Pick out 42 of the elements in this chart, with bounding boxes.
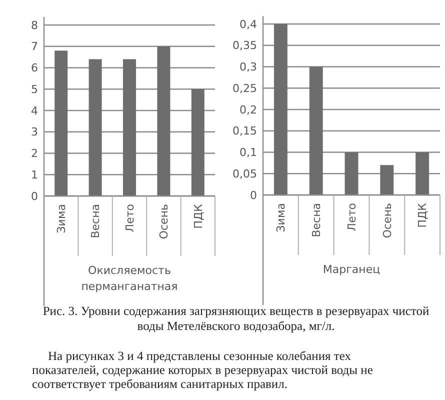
- y-tick-label: 2: [31, 147, 38, 160]
- bar: [88, 59, 102, 196]
- y-tick-label: 5: [31, 82, 38, 96]
- x-tick-label: Лето: [123, 204, 136, 232]
- y-tick-label: 0,35: [232, 39, 257, 52]
- x-tick-label: ПДК: [416, 202, 430, 228]
- x-tick-label: Осень: [380, 203, 394, 238]
- y-tick-label: 4: [31, 104, 38, 118]
- x-tick-label: ПДК: [192, 204, 205, 229]
- y-tick-label: 0,15: [232, 124, 257, 138]
- bar: [309, 66, 323, 195]
- y-tick-label: 0,25: [232, 82, 257, 95]
- bar: [54, 50, 68, 196]
- y-tick-label: 6: [31, 62, 38, 75]
- bar: [123, 59, 136, 196]
- x-tick-label: Зима: [54, 204, 68, 234]
- bar: [380, 165, 394, 195]
- x-axis-title: Марганец: [322, 263, 380, 276]
- bar: [416, 152, 430, 195]
- x-tick-label: Весна: [310, 203, 323, 238]
- y-tick-label: 0,4: [240, 18, 257, 31]
- x-tick-label: Осень: [158, 204, 171, 240]
- y-tick-label: 0,2: [240, 103, 257, 116]
- y-tick-label: 0,3: [240, 60, 257, 74]
- x-tick-label: Лето: [345, 202, 358, 232]
- x-tick-label: Зима: [274, 203, 288, 232]
- y-tick-label: 0,1: [240, 146, 257, 160]
- y-tick-label: 0,05: [232, 167, 257, 180]
- text: Рис. 3. Уровни содержания загрязняющих веществ в резервуарах чистой воды Метелёвского водозабора, мг/л.: [42, 304, 430, 333]
- x-tick-label: Весна: [89, 204, 102, 238]
- y-tick-label: 8: [31, 18, 38, 32]
- bar: [157, 46, 170, 196]
- y-tick-label: 0: [250, 188, 257, 202]
- y-tick-label: 0: [31, 190, 38, 203]
- bar: [274, 24, 288, 195]
- text: На рисунках 3 и 4 представлены сезонные колебания тех показателей, содержание которых в резервуарах чистой воды не соответствует требованиям санитарных правил.: [32, 349, 374, 391]
- y-tick-label: 3: [31, 126, 38, 139]
- y-tick-label: 1: [31, 168, 38, 182]
- bar: [344, 152, 358, 195]
- bar: [191, 89, 204, 196]
- x-axis-title: Окисляемость перманганатная: [81, 264, 178, 293]
- y-tick-label: 7: [31, 40, 38, 54]
